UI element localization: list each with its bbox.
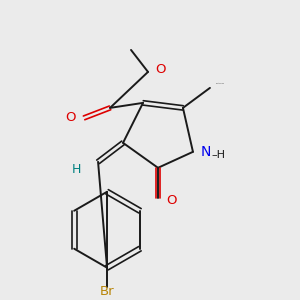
Text: methyl? no: methyl? no <box>216 82 224 83</box>
Text: H: H <box>71 163 81 176</box>
Text: –H: –H <box>212 150 226 160</box>
Text: O: O <box>166 194 176 207</box>
Text: Br: Br <box>100 285 114 298</box>
Text: O: O <box>66 111 76 124</box>
Text: N: N <box>201 145 211 159</box>
Text: O: O <box>155 63 166 76</box>
